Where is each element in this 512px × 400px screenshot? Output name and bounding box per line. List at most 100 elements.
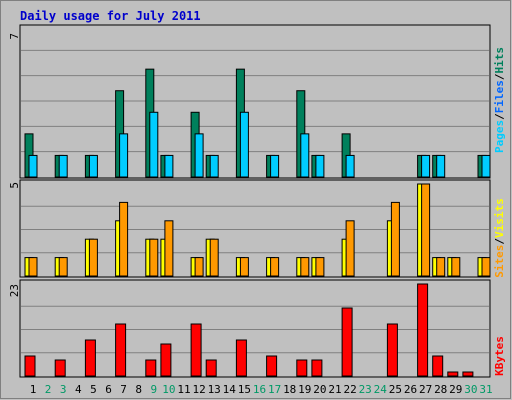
middle-bar-sites-day-15 xyxy=(239,257,249,277)
panel-bottom-gridlines xyxy=(21,305,489,354)
middle-bar-sites-day-10 xyxy=(164,220,174,277)
legend-hits: Hits xyxy=(493,47,506,74)
x-tick-label-26: 26 xyxy=(404,383,417,396)
x-tick-label-17: 17 xyxy=(268,383,281,396)
middle-bar-sites-day-5 xyxy=(88,238,98,277)
x-tick-label-14: 14 xyxy=(223,383,237,396)
top-bar-files-day-31 xyxy=(481,154,491,178)
x-tick-label-7: 7 xyxy=(120,383,127,396)
bottom-bar-kbytes-day-27 xyxy=(417,283,429,377)
bottom-bar-kbytes-day-13 xyxy=(205,359,217,377)
chart-title: Daily usage for July 2011 xyxy=(20,9,201,23)
x-tick-label-11: 11 xyxy=(177,383,190,396)
x-tick-label-13: 13 xyxy=(208,383,221,396)
x-tick-label-20: 20 xyxy=(313,383,326,396)
legend-sites: Sites xyxy=(493,245,506,278)
middle-bar-sites-day-22 xyxy=(345,220,355,277)
middle-bar-sites-day-20 xyxy=(315,257,325,277)
middle-bar-sites-day-13 xyxy=(209,238,219,277)
panel-bottom-ymax-label: 23 xyxy=(8,284,21,297)
top-bar-files-day-9 xyxy=(149,111,159,178)
x-tick-label-8: 8 xyxy=(135,383,142,396)
bottom-bar-kbytes-day-1 xyxy=(24,355,36,377)
legend-sep-3: / xyxy=(493,238,506,245)
panel-top-gridlines xyxy=(21,49,489,153)
bottom-bar-kbytes-day-9 xyxy=(145,359,157,377)
top-bar-files-day-19 xyxy=(300,133,310,178)
top-bar-files-day-20 xyxy=(315,154,325,178)
bottom-bar-kbytes-day-19 xyxy=(296,359,308,377)
top-bar-files-day-17 xyxy=(270,154,280,178)
bottom-bar-kbytes-day-10 xyxy=(160,343,172,377)
legend-sep-1: / xyxy=(493,113,506,120)
bottom-bar-kbytes-day-15 xyxy=(235,339,247,377)
bottom-bar-kbytes-day-5 xyxy=(84,339,96,377)
panel-top-legend: Pages/Files/Hits xyxy=(493,47,506,153)
panel-bottom-frame xyxy=(19,279,491,378)
panel-middle-ymax-label: 5 xyxy=(8,182,21,189)
x-tick-label-12: 12 xyxy=(192,383,205,396)
panel-top-ymax-label: 7 xyxy=(8,33,21,40)
panel-middle: 5 Sites/Visits xyxy=(8,179,506,278)
panel-middle-gridlines xyxy=(21,205,489,254)
bottom-bar-kbytes-day-30 xyxy=(462,371,474,377)
x-tick-label-19: 19 xyxy=(298,383,311,396)
x-tick-label-10: 10 xyxy=(162,383,175,396)
top-bar-files-day-15 xyxy=(239,111,249,178)
bottom-bar-kbytes-day-22 xyxy=(341,307,353,377)
middle-bar-sites-day-3 xyxy=(58,257,68,277)
middle-bar-sites-day-25 xyxy=(390,201,400,277)
legend-pages: Pages xyxy=(493,120,506,153)
panel-bottom-bars xyxy=(24,283,474,377)
panel-middle-frame xyxy=(19,179,491,278)
x-tick-label-30: 30 xyxy=(464,383,477,396)
middle-bar-sites-day-9 xyxy=(149,238,159,277)
x-tick-label-24: 24 xyxy=(374,383,388,396)
x-tick-label-6: 6 xyxy=(105,383,112,396)
middle-bar-sites-day-27 xyxy=(421,183,431,277)
x-tick-label-9: 9 xyxy=(150,383,157,396)
middle-bar-sites-day-31 xyxy=(481,257,491,277)
x-tick-label-18: 18 xyxy=(283,383,296,396)
x-tick-label-31: 31 xyxy=(479,383,492,396)
bottom-bar-kbytes-day-29 xyxy=(447,371,459,377)
x-tick-label-23: 23 xyxy=(359,383,372,396)
top-bar-files-day-5 xyxy=(88,154,98,178)
x-tick-label-25: 25 xyxy=(389,383,402,396)
x-axis-tick-labels: 1 2 3 4 5 6 7 8 9 10 11 12 13 14 15 16 17 18 19 20 21 22 23 24 2… xyxy=(30,383,493,396)
top-bar-files-day-7 xyxy=(119,133,129,178)
top-bar-files-day-27 xyxy=(421,154,431,178)
x-tick-label-2: 2 xyxy=(45,383,52,396)
x-tick-label-21: 21 xyxy=(328,383,341,396)
middle-bar-sites-day-28 xyxy=(436,257,446,277)
x-tick-label-29: 29 xyxy=(449,383,462,396)
panel-bottom: 23 KBytes xyxy=(8,279,506,378)
top-bar-files-day-28 xyxy=(436,154,446,178)
bottom-bar-kbytes-day-17 xyxy=(266,355,278,377)
legend-files: Files xyxy=(493,80,506,113)
middle-bar-sites-day-17 xyxy=(270,257,280,277)
panel-top: 7 Pages/Files/Hits xyxy=(8,24,506,179)
top-bar-files-day-3 xyxy=(58,154,68,178)
x-tick-label-4: 4 xyxy=(75,383,82,396)
top-bar-files-day-1 xyxy=(28,154,38,178)
middle-bar-sites-day-7 xyxy=(119,201,129,277)
panel-middle-bars xyxy=(24,183,491,277)
bottom-bar-kbytes-day-12 xyxy=(190,323,202,377)
panel-bottom-legend: KBytes xyxy=(493,336,506,376)
x-tick-label-3: 3 xyxy=(60,383,67,396)
bottom-bar-kbytes-day-7 xyxy=(115,323,127,377)
bottom-bar-kbytes-day-3 xyxy=(54,359,66,377)
middle-bar-sites-day-1 xyxy=(28,257,38,277)
middle-bar-sites-day-19 xyxy=(300,257,310,277)
x-tick-label-15: 15 xyxy=(238,383,251,396)
x-tick-label-22: 22 xyxy=(343,383,356,396)
legend-visits: Visits xyxy=(493,198,506,238)
x-tick-label-5: 5 xyxy=(90,383,97,396)
x-tick-label-27: 27 xyxy=(419,383,432,396)
legend-kbytes: KBytes xyxy=(493,336,506,376)
top-bar-files-day-12 xyxy=(194,133,204,178)
top-bar-files-day-13 xyxy=(209,154,219,178)
